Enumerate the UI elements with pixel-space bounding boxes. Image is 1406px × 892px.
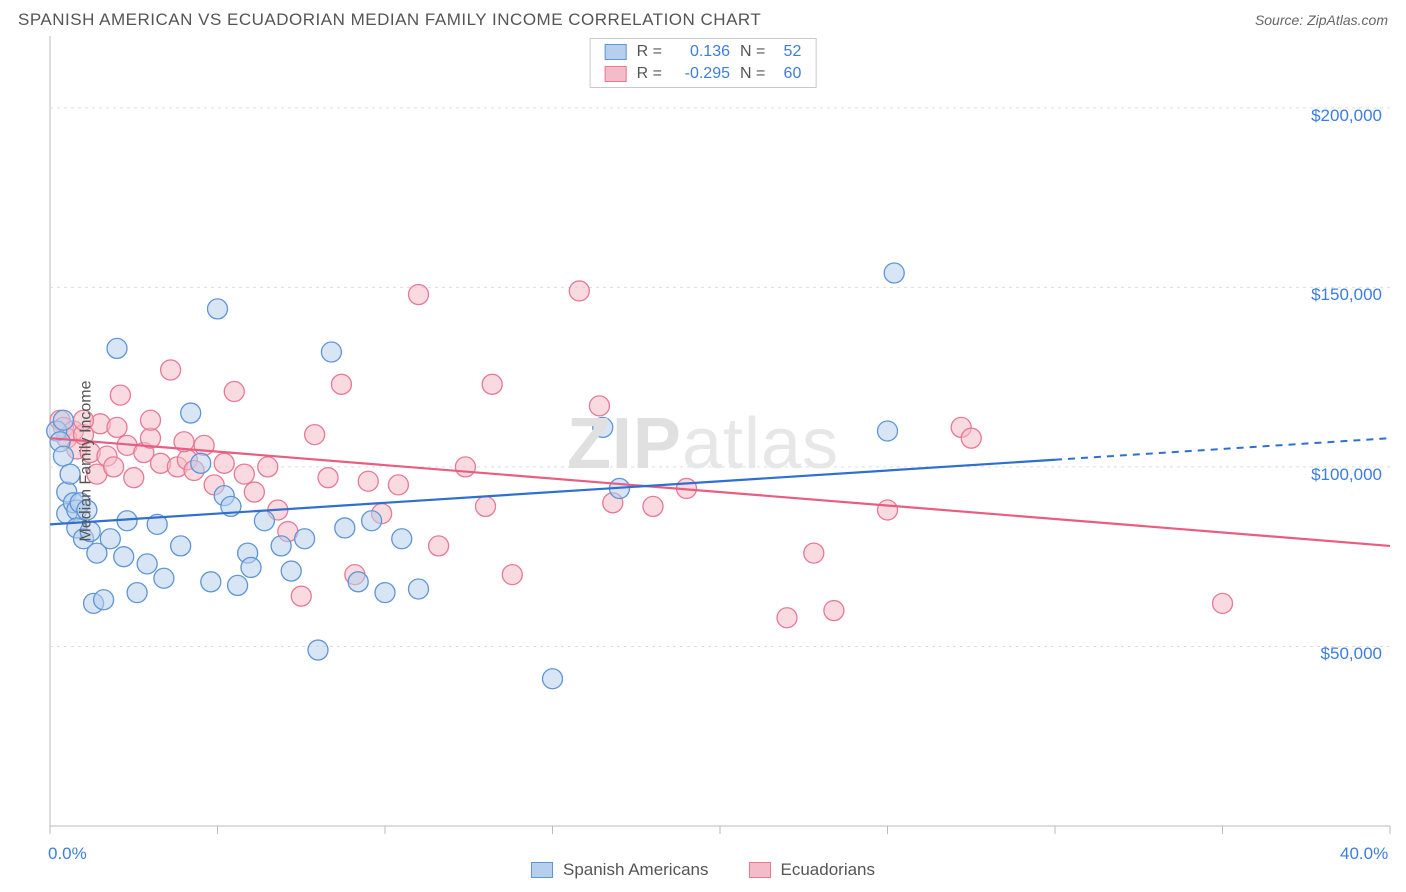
legend-row-spanish: R = 0.136 N = 52 [591, 41, 816, 63]
legend-n-label: N = [740, 65, 765, 83]
swatch-ecuadorian [749, 862, 771, 878]
legend-item-ecuadorian: Ecuadorians [749, 860, 876, 880]
swatch-spanish [531, 862, 553, 878]
legend-row-ecuadorian: R = -0.295 N = 60 [591, 63, 816, 85]
legend-n-ecuadorian: 60 [775, 65, 801, 83]
x-tick-label: 0.0% [48, 844, 87, 864]
legend-r-spanish: 0.136 [672, 43, 730, 61]
legend-r-label: R = [637, 65, 662, 83]
y-axis-label: Median Family Income [77, 381, 95, 542]
legend-n-label: N = [740, 43, 765, 61]
y-tick-label: $50,000 [1321, 644, 1382, 664]
y-tick-label: $200,000 [1311, 106, 1382, 126]
legend-r-label: R = [637, 43, 662, 61]
legend-n-spanish: 52 [775, 43, 801, 61]
series-legend: Spanish Americans Ecuadorians [531, 860, 875, 880]
legend-item-spanish: Spanish Americans [531, 860, 709, 880]
source-attribution: Source: ZipAtlas.com [1255, 12, 1388, 28]
legend-label-spanish: Spanish Americans [563, 860, 709, 880]
y-tick-label: $150,000 [1311, 285, 1382, 305]
y-tick-label: $100,000 [1311, 465, 1382, 485]
chart-area: Median Family Income ZIPatlas R = 0.136 … [0, 36, 1406, 886]
swatch-spanish [605, 44, 627, 60]
legend-r-ecuadorian: -0.295 [672, 65, 730, 83]
swatch-ecuadorian [605, 66, 627, 82]
x-tick-label: 40.0% [1340, 844, 1388, 864]
chart-title: SPANISH AMERICAN VS ECUADORIAN MEDIAN FA… [18, 10, 761, 30]
scatter-svg [0, 36, 1406, 886]
correlation-legend: R = 0.136 N = 52 R = -0.295 N = 60 [590, 38, 817, 88]
legend-label-ecuadorian: Ecuadorians [781, 860, 876, 880]
